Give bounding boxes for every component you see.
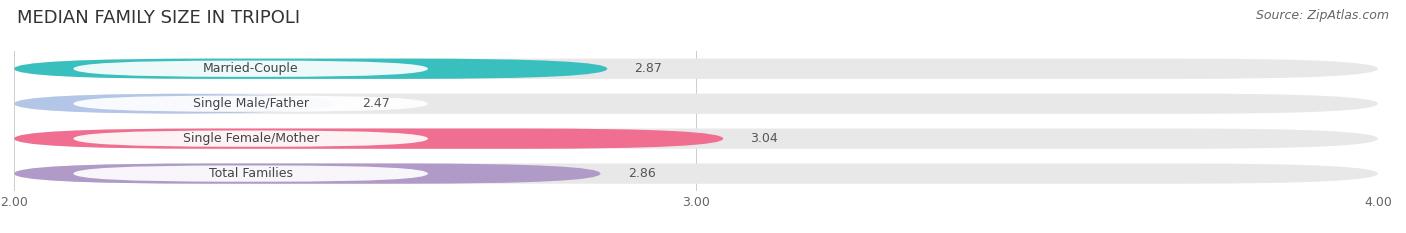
Text: Total Families: Total Families (208, 167, 292, 180)
Text: 2.87: 2.87 (634, 62, 662, 75)
FancyBboxPatch shape (14, 59, 607, 79)
FancyBboxPatch shape (73, 61, 427, 77)
FancyBboxPatch shape (14, 59, 1378, 79)
Text: 2.47: 2.47 (361, 97, 389, 110)
FancyBboxPatch shape (73, 96, 427, 112)
Text: Married-Couple: Married-Couple (202, 62, 298, 75)
Text: 3.04: 3.04 (751, 132, 779, 145)
Text: Single Female/Mother: Single Female/Mother (183, 132, 319, 145)
Text: 2.86: 2.86 (627, 167, 655, 180)
FancyBboxPatch shape (14, 93, 335, 114)
FancyBboxPatch shape (14, 164, 1378, 184)
Text: Source: ZipAtlas.com: Source: ZipAtlas.com (1256, 9, 1389, 22)
Text: Single Male/Father: Single Male/Father (193, 97, 309, 110)
FancyBboxPatch shape (14, 164, 600, 184)
FancyBboxPatch shape (14, 129, 1378, 149)
FancyBboxPatch shape (73, 130, 427, 147)
FancyBboxPatch shape (14, 129, 723, 149)
FancyBboxPatch shape (14, 93, 1378, 114)
Text: MEDIAN FAMILY SIZE IN TRIPOLI: MEDIAN FAMILY SIZE IN TRIPOLI (17, 9, 299, 27)
FancyBboxPatch shape (73, 165, 427, 182)
